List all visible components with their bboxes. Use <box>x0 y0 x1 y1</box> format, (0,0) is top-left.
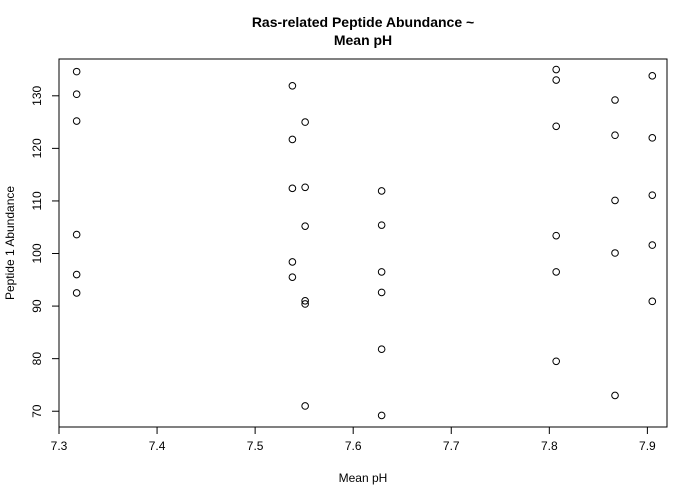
data-point <box>377 268 386 276</box>
data-point <box>611 249 619 257</box>
data-point <box>72 90 81 99</box>
data-point <box>552 122 560 131</box>
data-point <box>288 184 297 193</box>
y-axis-label: Peptide 1 Abundance <box>3 186 17 300</box>
x-tick-label: 7.5 <box>247 439 264 453</box>
data-point <box>377 288 386 297</box>
data-point <box>301 297 309 305</box>
data-point <box>301 402 309 410</box>
y-tick-label: 90 <box>30 299 44 313</box>
y-tick-label: 80 <box>30 352 44 366</box>
data-point <box>301 222 309 230</box>
data-points <box>72 65 657 420</box>
x-axis-label: Mean pH <box>339 471 388 485</box>
data-point <box>377 221 386 229</box>
data-point <box>552 268 560 276</box>
data-point <box>648 297 657 306</box>
y-tick-label: 100 <box>30 243 44 263</box>
data-point <box>301 300 309 308</box>
data-point <box>648 134 657 142</box>
data-point <box>611 391 619 400</box>
data-point <box>552 65 560 74</box>
data-point <box>301 118 309 126</box>
data-point <box>648 191 657 199</box>
data-point <box>611 131 619 140</box>
chart-title-line-2: Mean pH <box>334 32 392 48</box>
data-point <box>72 270 81 279</box>
y-tick-label: 110 <box>30 191 44 210</box>
x-tick-label: 7.6 <box>345 439 362 453</box>
x-tick-label: 7.9 <box>639 439 656 453</box>
data-point <box>611 96 619 104</box>
data-point <box>72 289 81 297</box>
plot-frame <box>58 58 668 428</box>
data-point <box>288 82 297 90</box>
data-point <box>288 135 297 144</box>
data-point <box>288 258 297 266</box>
data-point <box>552 357 560 366</box>
x-tick-label: 7.7 <box>443 439 460 453</box>
data-point <box>552 231 560 240</box>
data-point <box>72 67 81 76</box>
y-tick-label: 120 <box>30 138 44 158</box>
data-point <box>377 345 386 353</box>
data-point <box>552 76 560 84</box>
y-tick-label: 70 <box>30 404 44 418</box>
data-point <box>301 183 309 192</box>
x-tick-label: 7.8 <box>541 439 558 453</box>
data-point <box>72 117 81 125</box>
x-tick-label: 7.4 <box>149 439 166 453</box>
data-point <box>72 230 81 239</box>
y-axis: 70 80 90 100 110 120 130 <box>30 85 60 418</box>
data-point <box>611 196 619 205</box>
y-tick-label: 130 <box>30 85 44 105</box>
chart-title-line-1: Ras-related Peptide Abundance ~ <box>252 14 474 30</box>
data-point <box>288 273 297 281</box>
data-point <box>648 72 657 80</box>
data-point <box>377 411 386 420</box>
x-axis: 7.3 7.4 7.5 7.6 7.7 7.8 7.9 <box>51 426 656 453</box>
x-tick-label: 7.3 <box>51 439 68 453</box>
data-point <box>377 187 386 195</box>
data-point <box>648 241 657 249</box>
